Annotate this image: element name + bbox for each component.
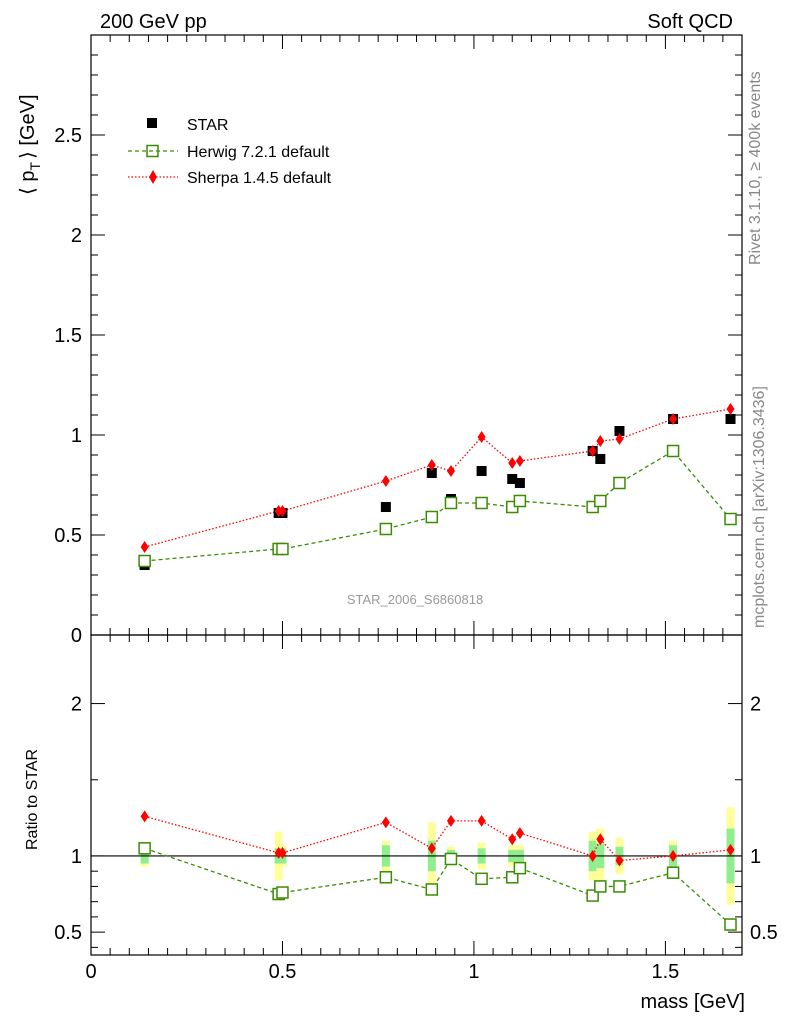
main-ylabel-main: ⟨ p <box>17 171 39 195</box>
sherpa-point <box>669 413 678 425</box>
analysis-watermark: STAR_2006_S6860818 <box>347 592 483 607</box>
sherpa-point <box>615 433 624 445</box>
sherpa-ratio-point <box>278 846 287 859</box>
sherpa-ratio-point <box>515 827 524 840</box>
herwig-ratio-point <box>276 886 289 899</box>
legend: STAR Herwig 7.2.1 default Sherpa 1.4.5 d… <box>128 117 332 187</box>
sherpa-point <box>726 403 735 415</box>
x-tick-label: 0.5 <box>269 961 297 983</box>
sherpa-ratio-point <box>477 814 486 827</box>
header-left: 200 GeV pp <box>100 11 207 33</box>
herwig-ratio-point <box>613 880 626 893</box>
sherpa-ratio-point <box>669 849 678 862</box>
y-tick-label-ratio-right: 1 <box>750 846 761 868</box>
y-tick-label-main: 1 <box>71 425 82 447</box>
herwig-point <box>513 494 527 508</box>
y-tick-label-main: 2.5 <box>54 125 82 147</box>
herwig-ratio-point <box>505 871 519 884</box>
herwig-point <box>594 494 607 508</box>
star-point <box>507 474 518 484</box>
ratio-plot-frame <box>90 634 743 956</box>
sherpa-point <box>278 505 287 517</box>
header-right: Soft QCD <box>647 11 733 33</box>
sherpa-ratio-point <box>615 854 624 867</box>
sherpa-point <box>446 465 455 477</box>
herwig-point <box>379 522 393 536</box>
herwig-ratio-point <box>475 872 488 886</box>
legend-star-marker <box>147 118 157 128</box>
sherpa-ratio-point <box>596 833 605 846</box>
y-tick-label-main: 0 <box>71 625 82 647</box>
legend-sherpa-label: Sherpa 1.4.5 default <box>187 170 332 187</box>
sherpa-point <box>140 541 149 553</box>
x-axis-label: mass [GeV] <box>641 991 745 1013</box>
main-ylabel-text: ⟨ pT ⟩ [GeV] <box>17 94 43 195</box>
sherpa-ratio-point <box>588 849 597 862</box>
herwig-point <box>666 444 680 458</box>
star-point <box>595 454 606 464</box>
y-tick-label-main: 2 <box>71 225 82 247</box>
herwig-ratio-point <box>513 861 527 875</box>
herwig-ratio-point <box>724 918 737 931</box>
sherpa-ratio-point <box>508 833 517 846</box>
sherpa-point <box>515 455 524 467</box>
y-tick-label-main: 0.5 <box>54 525 82 547</box>
star-point <box>476 466 487 476</box>
x-tick-label: 0 <box>85 961 96 983</box>
main-ylabel-unit: ⟩ [GeV] <box>17 94 39 159</box>
sherpa-ratio-point <box>427 842 436 855</box>
herwig-point <box>138 554 151 568</box>
sherpa-point <box>381 475 390 487</box>
rivet-label: Rivet 3.1.10, ≥ 400k events <box>747 71 764 265</box>
legend-herwig-marker <box>146 144 159 158</box>
legend-herwig-label: Herwig 7.2.1 default <box>187 144 330 161</box>
sherpa-ratio-point <box>446 814 455 827</box>
herwig-point <box>475 496 488 510</box>
y-tick-label-ratio-right: 2 <box>750 694 761 716</box>
y-tick-label-ratio: 1 <box>71 846 82 868</box>
herwig-line-main <box>144 450 732 562</box>
herwig-point <box>425 510 439 524</box>
sherpa-line-main <box>144 408 731 548</box>
main-ylabel: ⟨ pT ⟩ [GeV] <box>17 94 43 195</box>
x-tick-label: 1 <box>468 961 479 983</box>
herwig-ratio-point <box>138 842 151 855</box>
y-tick-label-ratio: 0.5 <box>54 922 82 944</box>
sherpa-point <box>588 445 597 457</box>
star-point <box>426 468 437 478</box>
star-point <box>614 426 625 436</box>
herwig-ratio-point <box>666 866 680 879</box>
herwig-ratio-point <box>586 889 599 902</box>
star-point <box>514 478 525 488</box>
plot-layer: 0 0.5 1 1.500.511.522.50.5 0.51 12 2 <box>54 34 778 983</box>
sherpa-point <box>596 435 605 447</box>
sherpa-ratio-point <box>140 810 149 823</box>
y-tick-label-main: 1.5 <box>54 325 82 347</box>
herwig-ratio-point <box>594 880 607 893</box>
herwig-point <box>613 476 626 490</box>
y-tick-label-ratio: 2 <box>71 694 82 716</box>
sherpa-point <box>427 459 436 471</box>
main-ylabel-sub: T <box>27 162 43 171</box>
sherpa-ratio-point <box>726 843 735 856</box>
legend-star-label: STAR <box>187 117 228 134</box>
y-tick-label-ratio-right: 0.5 <box>750 922 778 944</box>
sherpa-point <box>477 431 486 443</box>
herwig-ratio-point <box>379 871 393 884</box>
herwig-point <box>276 542 289 556</box>
sherpa-point <box>508 457 517 469</box>
herwig-point <box>724 512 737 526</box>
herwig-point <box>444 496 458 510</box>
mcplots-label: mcplots.cern.ch [arXiv:1306.3436] <box>751 386 768 628</box>
sherpa-ratio-point <box>381 816 390 829</box>
herwig-ratio-point <box>444 852 458 866</box>
herwig-ratio-point <box>425 883 439 896</box>
star-point <box>725 414 736 424</box>
sherpa-line-ratio <box>144 815 731 862</box>
star-point <box>380 502 391 512</box>
legend-sherpa-marker <box>149 170 157 184</box>
ratio-ylabel: Ratio to STAR <box>24 749 41 850</box>
x-tick-label: 1.5 <box>652 961 680 983</box>
